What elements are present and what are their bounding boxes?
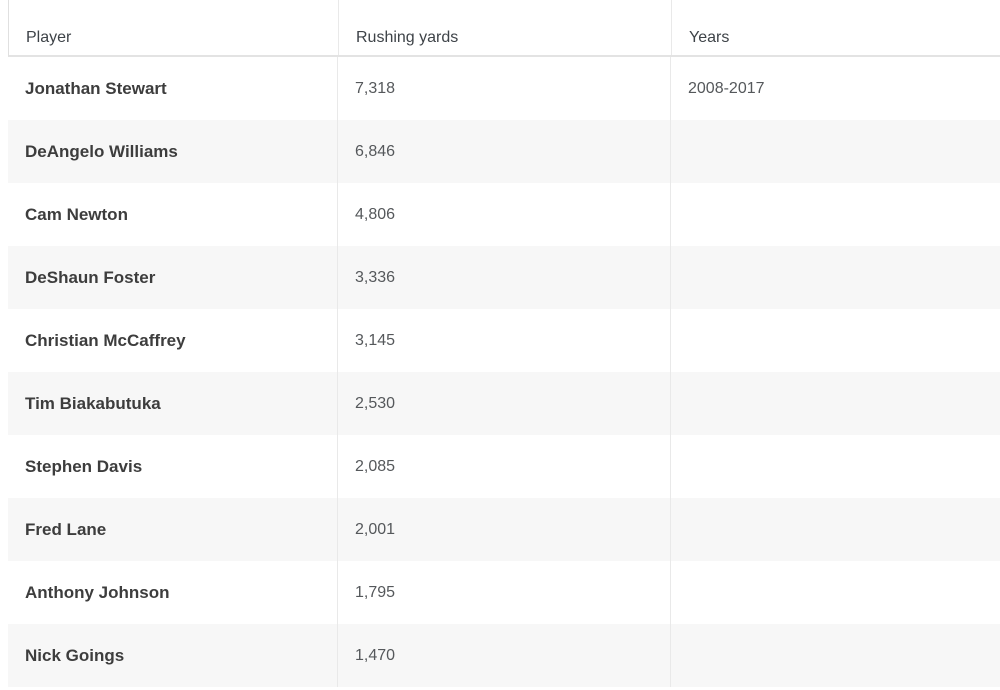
rushing-yards-cell: 6,846	[337, 120, 670, 183]
years-cell	[670, 246, 1000, 309]
rushing-yards-cell: 4,806	[337, 183, 670, 246]
player-name-cell: Christian McCaffrey	[25, 330, 186, 350]
years-cell	[670, 561, 1000, 624]
player-name-cell: DeAngelo Williams	[25, 141, 178, 161]
table-row: Cam Newton 4,806	[8, 183, 1000, 246]
column-header-rushing-yards: Rushing yards	[338, 0, 671, 55]
rushing-yards-cell: 3,336	[337, 246, 670, 309]
years-cell	[670, 498, 1000, 561]
years-cell	[670, 624, 1000, 687]
years-cell: 2008-2017	[670, 57, 1000, 120]
rushing-yards-cell: 1,470	[337, 624, 670, 687]
rushing-yards-cell: 2,001	[337, 498, 670, 561]
column-header-years: Years	[671, 0, 1000, 55]
rushing-yards-table: Player Rushing yards Years Jonathan Stew…	[8, 0, 1000, 687]
player-name-cell: Jonathan Stewart	[25, 78, 167, 98]
years-cell	[670, 435, 1000, 498]
table-row: Stephen Davis 2,085	[8, 435, 1000, 498]
table-row: DeShaun Foster 3,336	[8, 246, 1000, 309]
table-row: Fred Lane 2,001	[8, 498, 1000, 561]
rushing-yards-cell: 2,530	[337, 372, 670, 435]
player-name-cell: Nick Goings	[25, 645, 125, 665]
player-name-cell: DeShaun Foster	[25, 267, 156, 287]
player-name-cell: Anthony Johnson	[25, 582, 170, 602]
column-header-player: Player	[26, 29, 72, 46]
rushing-yards-cell: 7,318	[337, 57, 670, 120]
table-row: Tim Biakabutuka 2,530	[8, 372, 1000, 435]
table-row: Christian McCaffrey 3,145	[8, 309, 1000, 372]
years-cell	[670, 309, 1000, 372]
player-name-cell: Tim Biakabutuka	[25, 393, 161, 413]
player-name-cell: Cam Newton	[25, 204, 128, 224]
table-header-row: Player Rushing yards Years	[8, 0, 1000, 57]
player-name-cell: Fred Lane	[25, 519, 107, 539]
player-name-cell: Stephen Davis	[25, 456, 143, 476]
rushing-yards-cell: 2,085	[337, 435, 670, 498]
rushing-yards-cell: 3,145	[337, 309, 670, 372]
years-cell	[670, 183, 1000, 246]
table-row: Jonathan Stewart 7,318 2008-2017	[8, 57, 1000, 120]
table-row: Nick Goings 1,470	[8, 624, 1000, 687]
table-row: DeAngelo Williams 6,846	[8, 120, 1000, 183]
table-body: Jonathan Stewart 7,318 2008-2017 DeAngel…	[8, 57, 1000, 687]
rushing-yards-cell: 1,795	[337, 561, 670, 624]
years-cell	[670, 120, 1000, 183]
years-cell	[670, 372, 1000, 435]
table-row: Anthony Johnson 1,795	[8, 561, 1000, 624]
